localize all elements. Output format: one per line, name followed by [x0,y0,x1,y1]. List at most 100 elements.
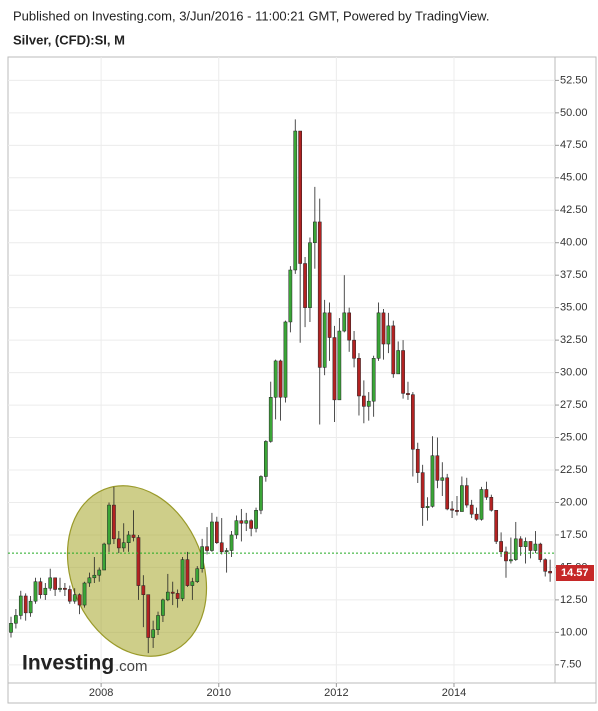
candle-body [308,242,312,308]
published-line: Published on Investing.com, 3/Jun/2016 -… [13,8,489,23]
y-tick-label: 32.50 [560,334,588,346]
candle-body [121,542,126,549]
y-tick-label: 35.00 [560,302,588,314]
candle-body [102,543,106,571]
last-price-label: 14.57 [561,567,589,579]
candle-body [381,312,386,345]
candle-body [131,534,136,538]
candle-body [48,577,53,589]
candle-body [72,594,77,602]
x-tick-label: 2014 [442,687,466,699]
candle-body [366,400,371,407]
candle-body [288,269,293,323]
grid [8,57,555,683]
watermark-brand: Investing [22,652,114,675]
candle-body [430,455,435,507]
candle-body [415,448,420,473]
candle-body [548,571,552,574]
candle-body [332,337,337,401]
candle-body [146,594,151,638]
candle-body [298,130,303,264]
y-tick-label: 12.50 [560,594,588,606]
candle-body [58,587,62,590]
candle-body [38,581,43,595]
candle-body [391,325,396,375]
y-tick-label: 40.00 [560,237,588,249]
candle-body [460,485,464,512]
candle-body [371,358,376,402]
candle-body [33,581,38,602]
candle-body [533,543,538,551]
candle-body [347,312,352,341]
candle-body [18,595,23,616]
candle-body [445,477,450,510]
candle-body [259,476,263,511]
candle-body [327,312,332,338]
candle-body [337,330,342,401]
candle-body [112,504,116,540]
candle-body [254,510,258,529]
candle-body [77,594,82,606]
candle-body [484,489,489,498]
candle-body [474,513,479,520]
candle-body [136,537,141,586]
candle-body [249,520,253,529]
candle-body [165,591,170,601]
candle-body [420,472,425,508]
candle-body [523,541,528,547]
candle-body [352,339,356,359]
candle-body [156,615,160,631]
candle-body [263,441,268,477]
candle-body [386,325,391,345]
candle-body [494,510,499,542]
candle-body [87,577,92,584]
candle-body [293,130,298,271]
candle-body [518,538,523,547]
x-tick-label: 2010 [206,687,230,699]
y-tick-label: 52.50 [560,74,588,86]
candle-body [175,593,180,599]
candle-body [469,504,474,515]
candle-body [406,393,410,395]
candle-body [170,591,175,594]
candle-body [43,587,48,595]
candle-body [538,543,543,560]
candle-body [357,358,361,397]
candle-body [234,520,239,536]
last-price-box [556,564,594,581]
candle-body [450,508,454,511]
candle-body [224,550,229,553]
candle-body [92,574,97,579]
candle-body [509,559,513,562]
y-tick-label: 50.00 [560,107,588,119]
candle-body [268,397,273,442]
y-tick-label: 45.00 [560,172,588,184]
candle-body [362,395,366,407]
candle-body [14,615,18,624]
candle-body [141,585,146,595]
y-tick-label: 22.50 [560,464,588,476]
x-tick-label: 2012 [324,687,348,699]
candle-body [97,569,102,576]
candle-body [489,497,494,511]
candle-body [205,546,209,551]
y-tick-label: 42.50 [560,204,588,216]
candle-body [499,541,503,553]
candle-body [190,581,195,586]
candle-body [244,520,249,524]
candle-body [376,312,381,359]
candle-body [283,321,288,398]
candle-body [543,559,548,572]
candle-body [195,568,200,582]
y-tick-label: 20.00 [560,496,588,508]
y-tick-label: 25.00 [560,431,588,443]
candle-body [317,221,322,368]
candle-body [513,538,518,560]
candle-body [151,629,155,638]
candle-body [219,542,224,553]
chart-frame [7,56,597,704]
candle-body [161,599,165,616]
candle-body [28,600,33,614]
candle-body [63,587,67,590]
